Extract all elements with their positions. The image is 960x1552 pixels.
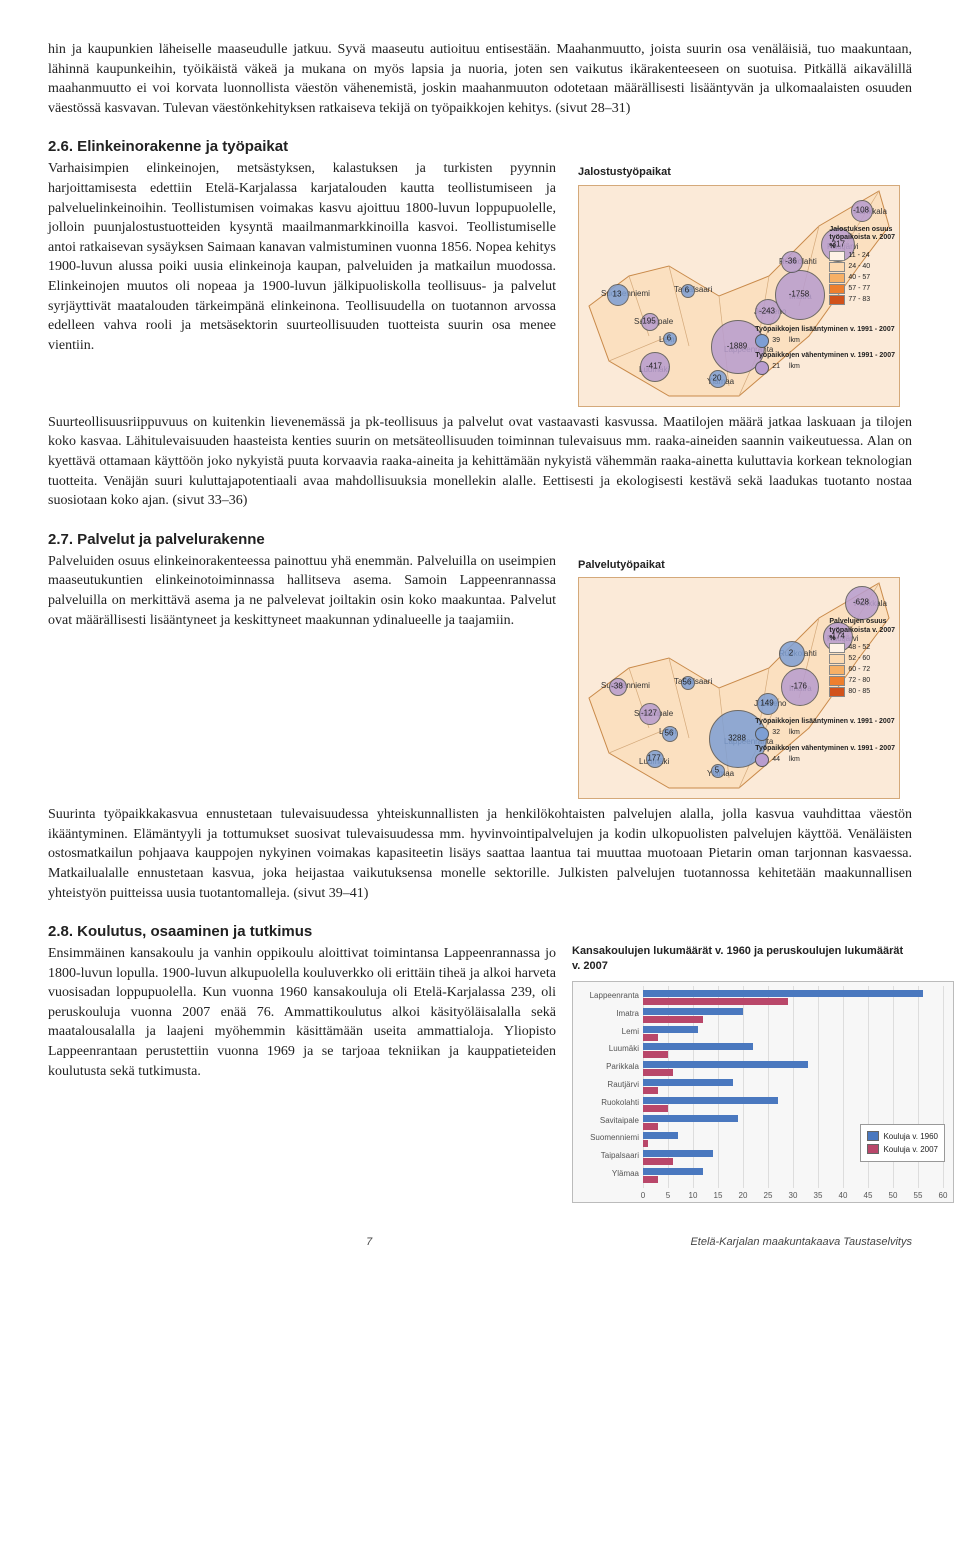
bar-chart-title: Kansakoulujen lukumäärät v. 1960 ja peru… (572, 944, 912, 975)
map-change-legend: Työpaikkojen lisääntyminen v. 1991 - 200… (755, 718, 895, 768)
x-tick: 10 (689, 1190, 698, 1201)
section-27-text: Palveluiden osuus elinkeinorakenteessa p… (48, 552, 556, 630)
bar-legend: Kouluja v. 1960Kouluja v. 2007 (860, 1124, 945, 1162)
map-bubble-value: -243 (759, 305, 775, 316)
map-bubble-value: 56 (683, 677, 692, 688)
map-bubble-value: 3288 (728, 733, 746, 744)
map-bubble-value: 13 (613, 288, 622, 299)
map-bubble-value: -1889 (727, 340, 747, 351)
map-bubble-value: 195 (642, 315, 655, 326)
bar-row-label: Luumäki (573, 1043, 639, 1054)
x-tick: 55 (914, 1190, 923, 1201)
map-bubble-value: 20 (713, 372, 722, 383)
bar-row-label: Parikkala (573, 1061, 639, 1072)
bar-2007 (643, 1069, 673, 1076)
x-tick: 0 (641, 1190, 645, 1201)
bar-2007 (643, 1087, 658, 1094)
x-tick: 40 (839, 1190, 848, 1201)
x-tick: 60 (939, 1190, 948, 1201)
page-number: 7 (366, 1235, 372, 1250)
bar-row-label: Savitaipale (573, 1115, 639, 1126)
section-28-text: Ensimmäinen kansakoulu ja vanhin oppikou… (48, 944, 556, 1081)
bar-2007 (643, 1051, 668, 1058)
bar-1960 (643, 1097, 778, 1104)
bar-1960 (643, 1043, 753, 1050)
map-bubble-value: -1758 (789, 288, 809, 299)
x-tick: 25 (764, 1190, 773, 1201)
section-27-para2: Suurinta työpaikkakasvua ennustetaan tul… (48, 805, 912, 903)
bar-chart-card: Kansakoulujen lukumäärät v. 1960 ja peru… (572, 944, 912, 1203)
map-bubble-value: -176 (791, 681, 807, 692)
bar-1960 (643, 1115, 738, 1122)
map2-title: Palvelutyöpaikat (578, 558, 906, 573)
bar-row-label: Ruokolahti (573, 1097, 639, 1108)
map-bubble-value: -417 (646, 360, 662, 371)
bar-1960 (643, 1061, 808, 1068)
map-bubble-value: -628 (853, 597, 869, 608)
bar-2007 (643, 1034, 658, 1041)
bar-1960 (643, 1132, 678, 1139)
map-bubble-value: 149 (760, 698, 773, 709)
bar-row-label: Imatra (573, 1008, 639, 1019)
bar-2007 (643, 1105, 668, 1112)
bar-row-label: Taipalsaari (573, 1150, 639, 1161)
x-tick: 15 (714, 1190, 723, 1201)
map-bubble-value: -127 (641, 708, 657, 719)
bar-2007 (643, 1123, 658, 1130)
map-bubble-value: 6 (667, 332, 671, 343)
x-tick: 30 (789, 1190, 798, 1201)
section-26-para2: Suurteollisuusriippuvuus on kuitenkin li… (48, 413, 912, 511)
map-legend: Palvelujen osuus työpaikoista v. 2007 %4… (829, 618, 895, 698)
x-tick: 35 (814, 1190, 823, 1201)
x-tick: 20 (739, 1190, 748, 1201)
map1-title: Jalostustyöpaikat (578, 165, 906, 180)
bar-1960 (643, 1150, 713, 1157)
bar-1960 (643, 1079, 733, 1086)
section-28-title: 2.8. Koulutus, osaaminen ja tutkimus (48, 921, 912, 942)
bar-row-label: Ylämaa (573, 1168, 639, 1179)
bar-1960 (643, 1026, 698, 1033)
map-change-legend: Työpaikkojen lisääntyminen v. 1991 - 200… (755, 326, 895, 376)
map-bubble-value: -108 (853, 204, 869, 215)
bar-2007 (643, 998, 788, 1005)
bar-2007 (643, 1140, 648, 1147)
map-bubble-value: -38 (611, 681, 623, 692)
map-palvelut: Palvelutyöpaikat SuomenniemiSavitaipaleL… (572, 552, 912, 805)
x-tick: 45 (864, 1190, 873, 1201)
bar-2007 (643, 1158, 673, 1165)
map-bubble-value: 6 (685, 284, 689, 295)
map-jalostus: Jalostustyöpaikat SuomenniemiSavitaipale… (572, 159, 912, 412)
section-27-title: 2.7. Palvelut ja palvelurakenne (48, 529, 912, 550)
bar-2007 (643, 1016, 703, 1023)
bar-row-label: Rautjärvi (573, 1079, 639, 1090)
map-bubble-value: -36 (785, 255, 797, 266)
bar-chart: 0 5 10 15 20 25 30 35 40 45 50 55 60 Lappeenranta Imat… (572, 981, 954, 1203)
section-26-text: Varhaisimpien elinkeinojen, metsästyksen… (48, 159, 556, 355)
map-legend: Jalostuksen osuus työpaikoista v. 2007 %… (829, 226, 895, 306)
map-bubble-value: 177 (647, 753, 660, 764)
x-tick: 50 (889, 1190, 898, 1201)
section-26-title: 2.6. Elinkeinorakenne ja työpaikat (48, 136, 912, 157)
intro-paragraph: hin ja kaupunkien läheiselle maaseudulle… (48, 40, 912, 118)
footer-doc-title: Etelä-Karjalan maakuntakaava Taustaselvi… (690, 1235, 912, 1250)
bar-row-label: Lappeenranta (573, 990, 639, 1001)
bar-1960 (643, 990, 923, 997)
map-bubble-value: 5 (715, 765, 719, 776)
x-tick: 5 (666, 1190, 670, 1201)
map-bubble-value: 56 (665, 728, 674, 739)
bar-1960 (643, 1168, 703, 1175)
map-bubble-value: 2 (789, 648, 793, 659)
bar-2007 (643, 1176, 658, 1183)
page-footer: 7 Etelä-Karjalan maakuntakaava Taustasel… (48, 1235, 912, 1250)
bar-row-label: Lemi (573, 1026, 639, 1037)
bar-1960 (643, 1008, 743, 1015)
bar-row-label: Suomenniemi (573, 1132, 639, 1143)
